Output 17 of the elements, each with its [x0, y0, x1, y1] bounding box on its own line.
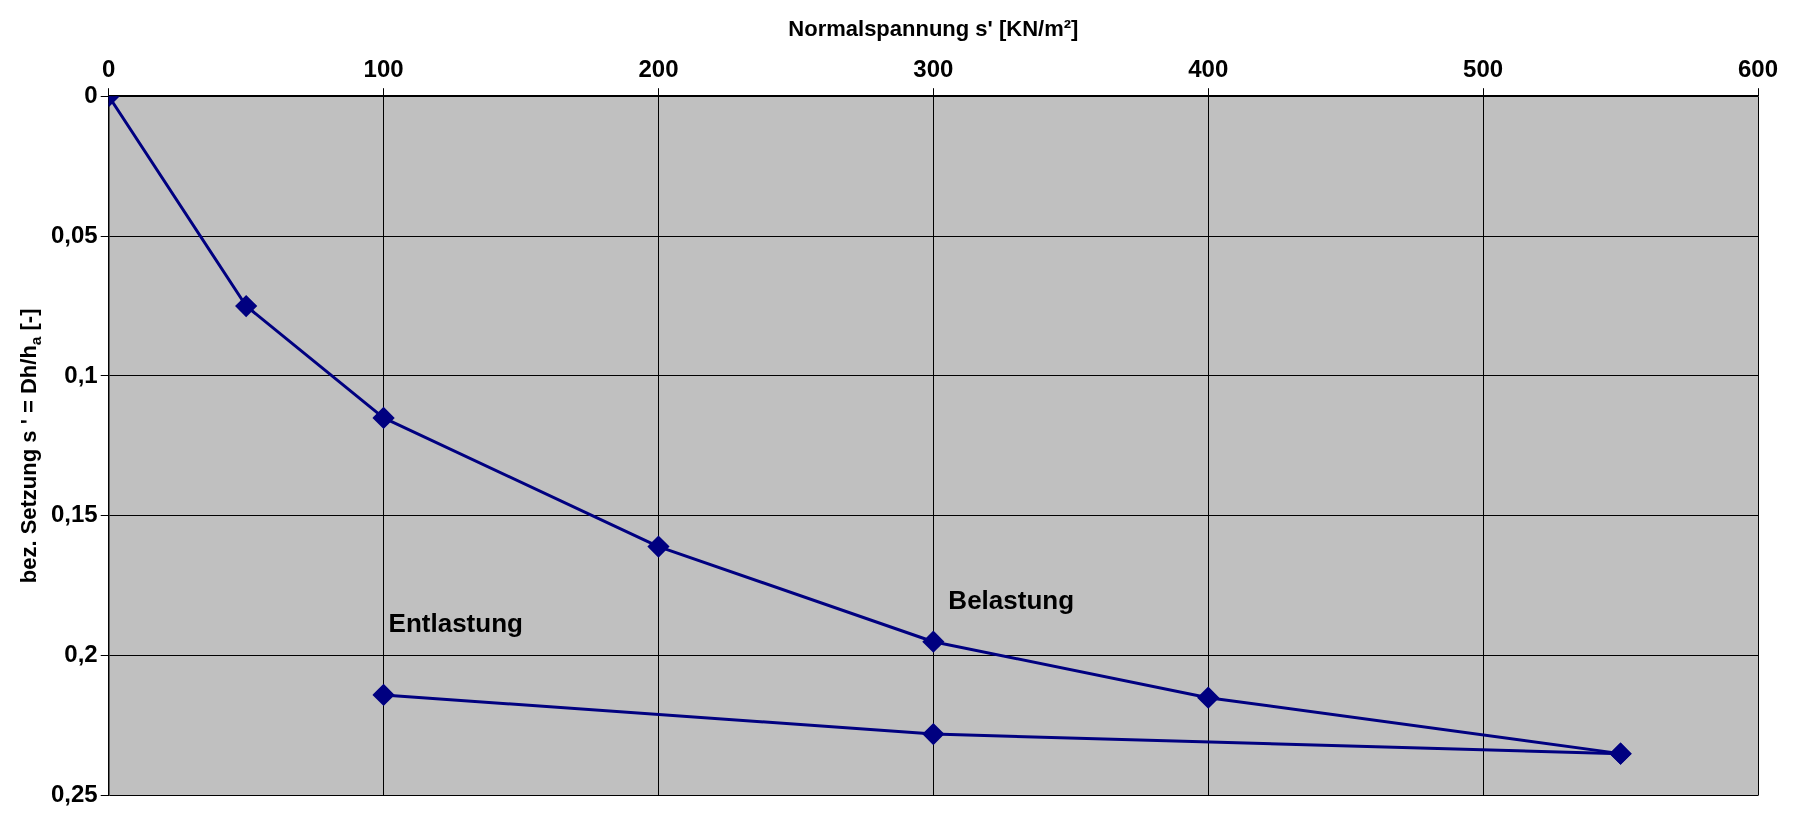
y-tick-label: 0 [84, 80, 98, 108]
y-tick-label: 0,15 [50, 500, 98, 528]
x-tick-label: 500 [1463, 55, 1504, 83]
x-tick-label: 300 [913, 55, 954, 83]
y-axis-title: bez. Setzung s ' = Dh/ha [-] [16, 308, 44, 584]
series-label: Belastung [948, 584, 1075, 615]
x-tick-label: 400 [1188, 55, 1229, 83]
x-tick-label: 100 [363, 55, 404, 83]
series-label: Entlastung [388, 608, 523, 639]
x-tick-label: 0 [102, 55, 116, 83]
y-tick-label: 0,2 [64, 640, 98, 668]
x-tick-label: 600 [1737, 55, 1779, 83]
y-tick-label: 0,05 [50, 220, 98, 248]
x-axis-title: Normalspannung s' [KN/m²] [788, 16, 1079, 42]
x-tick-label: 200 [638, 55, 679, 83]
y-tick-label: 0,1 [64, 360, 98, 388]
y-tick-label: 0,25 [50, 780, 98, 808]
